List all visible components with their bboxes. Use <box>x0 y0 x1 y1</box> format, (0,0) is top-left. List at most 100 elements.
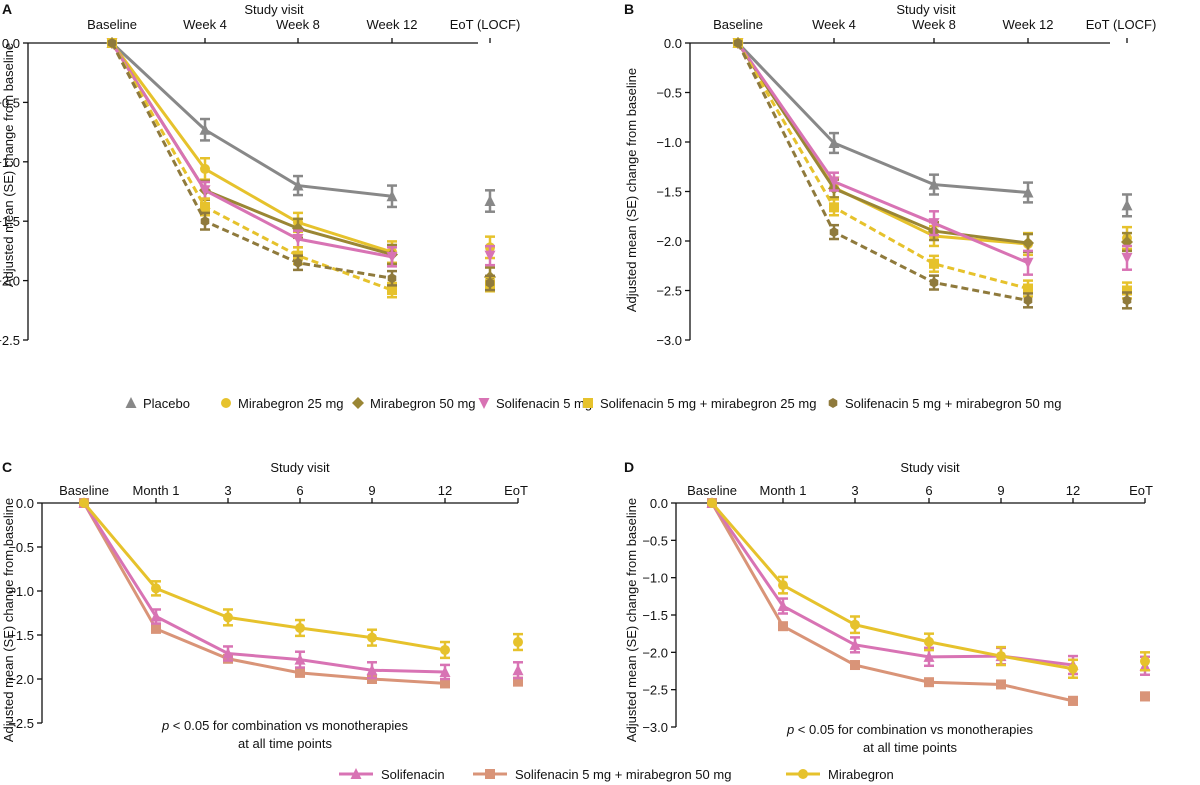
note-rest: < 0.05 for combination vs monotherapies <box>169 718 408 733</box>
legend-bottom: Solifenacin Solifenacin 5 mg + mirabegron… <box>339 767 894 782</box>
data-point <box>222 647 234 659</box>
eot-point <box>1121 199 1133 211</box>
data-point <box>996 679 1006 690</box>
data-point <box>733 38 743 48</box>
series-line <box>736 42 1029 302</box>
x-tick-label-eot: EoT (LOCF) <box>1086 17 1157 32</box>
axis-title: Study visit <box>896 2 956 17</box>
x-tick-label: Baseline <box>87 17 137 32</box>
y-tick-label: −1.0 <box>642 571 668 586</box>
x-tick-label-eot: EoT (LOCF) <box>450 17 521 32</box>
eot-point <box>512 664 524 676</box>
axes <box>41 502 518 723</box>
legend-item-combo: Solifenacin 5 mg + mirabegron 50 mg <box>473 767 731 782</box>
legend-marker <box>478 398 490 409</box>
eot-point <box>513 637 523 648</box>
series-line <box>110 42 393 280</box>
axes <box>27 42 478 340</box>
data-point <box>200 163 210 174</box>
x-tick-label-eot: EoT <box>1129 483 1153 498</box>
legend-marker <box>798 769 808 779</box>
x-tick-label: Baseline <box>687 483 737 498</box>
x-tick-label: 3 <box>224 483 231 498</box>
y-tick-label: −2.5 <box>642 683 668 698</box>
x-tick-label: Week 12 <box>1002 17 1053 32</box>
y-tick-label: −2.5 <box>0 333 20 348</box>
legend-item-combo25: Solifenacin 5 mg + mirabegron 25 mg <box>583 396 816 411</box>
series-combo25 <box>107 38 495 299</box>
data-point <box>292 179 304 191</box>
x-tick-label: Week 8 <box>912 17 956 32</box>
data-point <box>387 273 397 284</box>
axis-title: Study visit <box>900 460 960 475</box>
series-combo25 <box>733 38 1132 300</box>
legend-top: Placebo Mirabegron 25 mg Mirabegron 50 mg S… <box>125 396 1061 411</box>
eot-point <box>513 676 523 687</box>
panel-d: D Study visit Adjusted mean (SE) change fr… <box>624 459 1153 755</box>
y-tick-label: −3.0 <box>642 720 668 735</box>
y-tick-label: 0.0 <box>2 36 20 51</box>
data-point <box>386 190 398 202</box>
y-tick-label: −0.5 <box>8 540 34 555</box>
data-point <box>850 619 860 630</box>
data-point <box>778 621 788 632</box>
data-point <box>707 498 717 508</box>
y-tick-label: −1.5 <box>8 628 34 643</box>
series-combo50 <box>107 38 495 292</box>
x-tick-label: 6 <box>296 483 303 498</box>
data-point <box>929 277 939 288</box>
y-tick-label: −1.5 <box>0 214 20 229</box>
series-soli <box>78 497 524 681</box>
y-tick-label: −1.0 <box>8 584 34 599</box>
y-tick-label: −1.5 <box>642 608 668 623</box>
data-point <box>199 185 211 197</box>
series-line <box>82 502 446 652</box>
data-point <box>829 227 839 238</box>
series-line <box>110 42 393 292</box>
y-tick-label: 0.0 <box>650 496 668 511</box>
data-point <box>439 665 451 677</box>
data-point <box>777 600 789 612</box>
data-point <box>366 664 378 676</box>
data-point <box>367 632 377 643</box>
y-axis-label: Adjusted mean (SE) change from baseline <box>1 498 16 742</box>
series-line <box>736 42 1029 245</box>
data-point <box>1022 257 1034 269</box>
data-point <box>828 176 840 188</box>
note-line-1: p < 0.05 for combination vs monotherapie… <box>161 718 409 733</box>
series-mira <box>79 498 523 660</box>
y-tick-label: −1.0 <box>0 155 20 170</box>
legend-item-combo50: Solifenacin 5 mg + mirabegron 50 mg <box>828 396 1061 411</box>
x-tick-label: 12 <box>1066 483 1080 498</box>
series-line <box>736 41 1029 194</box>
series-line <box>110 42 393 259</box>
eot-point <box>485 278 495 288</box>
y-tick-label: −0.5 <box>0 95 20 110</box>
legend-label: Solifenacin 5 mg + mirabegron 50 mg <box>515 767 731 782</box>
x-tick-label: 9 <box>997 483 1004 498</box>
legend-label: Mirabegron 25 mg <box>238 396 344 411</box>
eot-point <box>1121 252 1133 264</box>
y-tick-label: −0.5 <box>642 533 668 548</box>
data-point <box>295 622 305 633</box>
series-line <box>710 502 1074 667</box>
y-tick-label: −2.5 <box>8 716 34 731</box>
x-tick-label: Month 1 <box>760 483 807 498</box>
data-point <box>996 651 1006 662</box>
data-point <box>294 653 306 665</box>
series-line <box>710 502 1074 671</box>
legend-label: Mirabegron 50 mg <box>370 396 476 411</box>
x-tick-label: Month 1 <box>133 483 180 498</box>
data-point <box>199 123 211 135</box>
data-point <box>829 202 839 213</box>
axis-title: Study visit <box>270 460 330 475</box>
data-point <box>440 678 450 689</box>
x-tick-label: Week 8 <box>276 17 320 32</box>
y-tick-label: −1.5 <box>656 185 682 200</box>
eot-point <box>484 250 496 262</box>
panel-b: B Study visit Adjusted mean (SE) change fr… <box>624 1 1156 348</box>
x-tick-label-eot: EoT <box>504 483 528 498</box>
data-point <box>200 216 210 227</box>
note-italic: p <box>786 722 794 737</box>
